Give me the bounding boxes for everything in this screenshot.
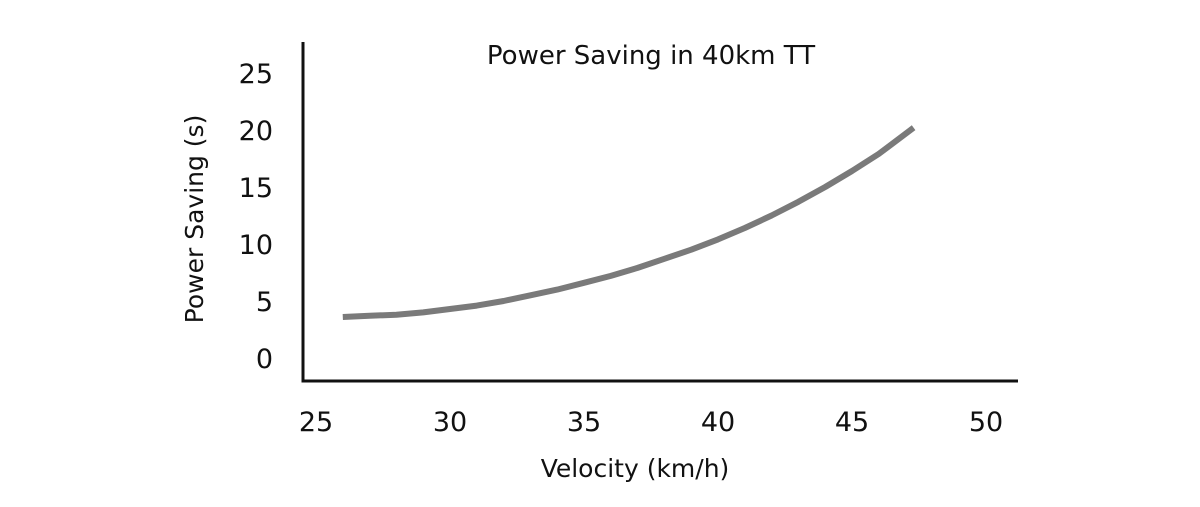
- y-tick-label: 0: [256, 344, 273, 375]
- chart-title: Power Saving in 40km TT: [487, 41, 815, 71]
- y-axis-title: Power Saving (s): [180, 115, 209, 324]
- axes: [301, 42, 1018, 383]
- x-tick-label: 45: [835, 407, 869, 438]
- y-tick-label: 5: [256, 287, 273, 318]
- x-tick-label: 50: [969, 407, 1003, 438]
- y-tick-label: 20: [239, 116, 273, 147]
- y-tick-label: 15: [239, 173, 273, 204]
- x-tick-label: 40: [701, 407, 735, 438]
- series-layer: [342, 125, 916, 320]
- y-tick-label: 25: [239, 59, 273, 90]
- x-axis-title: Velocity (km/h): [541, 454, 730, 483]
- x-tick-label: 25: [299, 407, 333, 438]
- y-tick-label: 10: [239, 230, 273, 261]
- x-tick-label: 35: [567, 407, 601, 438]
- x-tick-label: 30: [433, 407, 467, 438]
- series-line: [342, 125, 916, 320]
- labels: 0 5 10 15 20 25 25 30 35 40 45 50 Power Saving in 40…: [180, 41, 1003, 483]
